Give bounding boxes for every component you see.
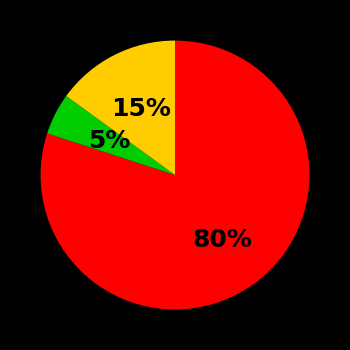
Wedge shape xyxy=(47,96,175,175)
Text: 5%: 5% xyxy=(88,130,130,153)
Text: 15%: 15% xyxy=(112,97,172,121)
Wedge shape xyxy=(41,41,309,309)
Text: 80%: 80% xyxy=(193,228,252,252)
Wedge shape xyxy=(66,41,175,175)
